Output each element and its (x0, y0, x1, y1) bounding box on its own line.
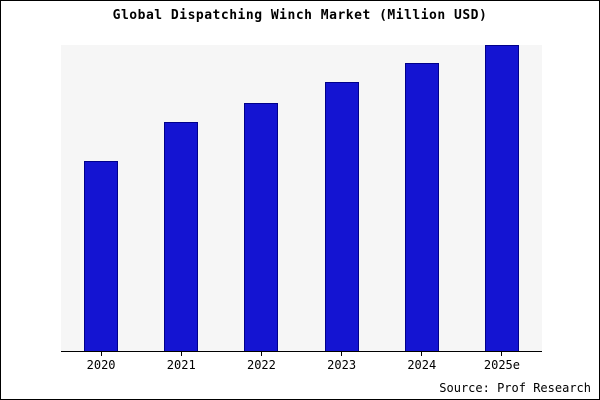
plot-area (61, 45, 542, 352)
x-tick-label-2024: 2024 (407, 358, 437, 372)
x-tick-mark (100, 352, 102, 356)
x-tick-mark (341, 352, 343, 356)
bar-slot-2022 (221, 45, 301, 351)
bar-slot-2025e (462, 45, 542, 351)
x-tick-label-2020: 2020 (86, 358, 116, 372)
x-tick-label-2023: 2023 (327, 358, 357, 372)
x-tick-mark (501, 352, 503, 356)
x-tick-label-2021: 2021 (166, 358, 196, 372)
source-note: Source: Prof Research (439, 381, 591, 395)
x-label-slot-2022: 2022 (221, 352, 301, 372)
bar-slot-2020 (61, 45, 141, 351)
x-tick-label-2025e: 2025e (483, 358, 520, 372)
x-tick-mark (260, 352, 262, 356)
bar-slot-2023 (302, 45, 382, 351)
bar-2020 (84, 161, 119, 351)
bar-2022 (244, 103, 279, 351)
x-label-slot-2024: 2024 (382, 352, 462, 372)
x-label-slot-2021: 2021 (141, 352, 221, 372)
x-label-slot-2025e: 2025e (462, 352, 542, 372)
bar-2021 (164, 121, 199, 351)
bar-2025e (484, 45, 519, 351)
x-label-slot-2023: 2023 (302, 352, 382, 372)
bar-slot-2021 (141, 45, 221, 351)
bar-2024 (404, 63, 439, 351)
x-tick-label-2022: 2022 (246, 358, 276, 372)
x-axis-labels: 2020 2021 2022 2023 2024 2025e (61, 352, 542, 372)
bar-2023 (324, 81, 359, 351)
bar-slot-2024 (382, 45, 462, 351)
x-tick-mark (180, 352, 182, 356)
x-label-slot-2020: 2020 (61, 352, 141, 372)
x-tick-mark (421, 352, 423, 356)
chart-title: Global Dispatching Winch Market (Million… (112, 8, 488, 23)
